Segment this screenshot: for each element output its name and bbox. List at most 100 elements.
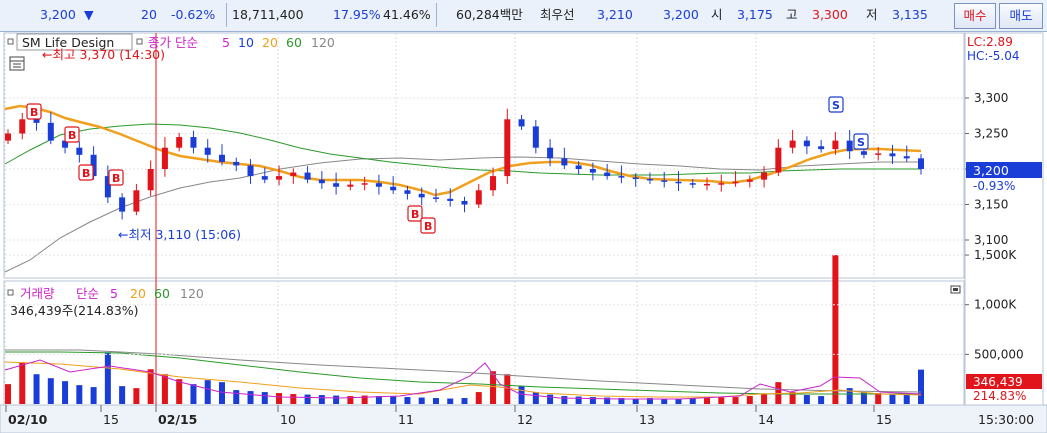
time-axis-label: 15 <box>876 412 892 427</box>
svg-text:B: B <box>424 220 432 233</box>
candle-body <box>575 165 582 169</box>
volume-bar <box>918 369 924 404</box>
vol-ma120-legend: 120 <box>180 286 204 301</box>
volume-bar <box>304 394 311 404</box>
candles <box>5 108 924 220</box>
stock-name[interactable]: SM Life Design <box>22 35 114 50</box>
svg-text:B: B <box>68 129 76 142</box>
svg-text:S: S <box>832 99 840 112</box>
volume-bar <box>547 394 554 404</box>
candle-body <box>918 158 924 169</box>
candle-body <box>532 126 539 148</box>
price-change-pct: -0.62% <box>171 7 216 22</box>
value-axis <box>964 32 1044 406</box>
time-axis <box>0 404 1047 433</box>
candle-body <box>547 147 554 159</box>
volume-bar <box>604 397 611 404</box>
candle-body <box>33 119 40 123</box>
vol-ma20-line <box>4 361 922 398</box>
candle-body <box>276 176 283 180</box>
price-legend: SM Life Design 종가 단순 5 10 20 60 120 <box>7 33 335 51</box>
candle-body <box>104 176 111 198</box>
vol-ma60-legend: 60 <box>154 286 170 301</box>
calendar-icon[interactable] <box>9 56 25 71</box>
volume-bar <box>461 398 468 404</box>
ma10-legend: 10 <box>238 35 254 50</box>
vol-ma5-legend: 5 <box>110 286 118 301</box>
sell-signal-icon: S <box>853 133 869 150</box>
candle-body <box>718 183 725 185</box>
volume-bar <box>518 386 525 404</box>
time-axis-label: 11 <box>398 412 414 427</box>
panel-close-icon[interactable] <box>950 285 961 294</box>
high-marker: ←최고 3,370 (14:30) <box>42 47 165 62</box>
clock: 15:30:00 <box>978 412 1034 427</box>
current-volume-badge-bg <box>966 374 1042 389</box>
price-axis-label: 3,100 <box>974 233 1008 247</box>
volume-bar <box>190 384 197 404</box>
volume-bar <box>133 388 140 404</box>
grid <box>4 33 963 405</box>
volume-bar <box>147 369 154 404</box>
candle-body <box>646 178 653 181</box>
best-bid: 3,200 <box>663 7 699 22</box>
volume-bar <box>361 395 368 404</box>
volume-bar <box>903 394 910 404</box>
low-label: 저 <box>866 7 878 22</box>
sell-button[interactable]: 매도 <box>999 3 1043 29</box>
candle-body <box>218 154 225 162</box>
candle-body <box>133 190 140 212</box>
volume-bar <box>447 398 454 404</box>
volume-bar <box>860 392 867 404</box>
candle-body <box>903 156 910 159</box>
candle-body <box>746 179 753 182</box>
candle-body <box>47 122 54 141</box>
volume-bar <box>233 390 240 404</box>
candle-body <box>361 183 368 185</box>
hc-text: HC:-5.04 <box>967 49 1020 63</box>
volume-bar <box>204 380 211 404</box>
candle-body <box>803 140 810 147</box>
candle-body <box>832 140 839 150</box>
time-axis-label: 15 <box>103 412 119 427</box>
volume-bar <box>475 392 482 404</box>
volume-bar <box>589 397 596 404</box>
time-axis-label: 12 <box>517 412 533 427</box>
sell-signal-icon: S <box>828 96 844 113</box>
buy-signal-icon: B <box>407 205 423 222</box>
candle-body <box>732 181 739 184</box>
volume-bar <box>732 397 739 404</box>
price-axis-label: 3,300 <box>974 91 1008 105</box>
candle-body <box>19 119 26 134</box>
volume-bar <box>490 371 497 404</box>
volume-bar <box>390 396 397 404</box>
best-price-label: 최우선 <box>540 7 575 22</box>
low-marker: ←최저 3,110 (15:06) <box>118 227 241 242</box>
time-axis-label: 10 <box>280 412 296 427</box>
candle-body <box>418 193 425 198</box>
current-price: 3,200 <box>40 7 76 22</box>
buy-button[interactable]: 매수 <box>954 3 996 29</box>
stock-chart[interactable]: SM Life Design 종가 단순 5 10 20 60 120 ←최고 … <box>0 32 1047 433</box>
buy-signal-icon: B <box>420 217 436 234</box>
ma20-line <box>4 104 922 197</box>
volume-legend: 거래량 단순 5 20 60 120 346,439주(214.83%) <box>7 286 204 318</box>
candle-body <box>375 183 382 187</box>
volume-label: 거래량 <box>20 286 55 301</box>
high-label: 고 <box>786 7 798 22</box>
vol-ma120-line <box>5 349 922 393</box>
volume-bar <box>218 382 225 404</box>
volume-bar <box>661 398 668 404</box>
current-change-text: -0.93% <box>973 179 1015 193</box>
candle-body <box>846 140 853 152</box>
candle-body <box>675 181 682 184</box>
candle-body <box>247 165 254 177</box>
volume-bar <box>504 374 511 404</box>
price-axis-label: 3,250 <box>974 127 1008 141</box>
candle-body <box>604 172 611 177</box>
volume-bar <box>5 384 11 404</box>
volume-bar <box>33 374 40 404</box>
candle-body <box>62 140 69 148</box>
low-price: 3,135 <box>892 7 928 22</box>
time-axis-label: 13 <box>639 412 655 427</box>
